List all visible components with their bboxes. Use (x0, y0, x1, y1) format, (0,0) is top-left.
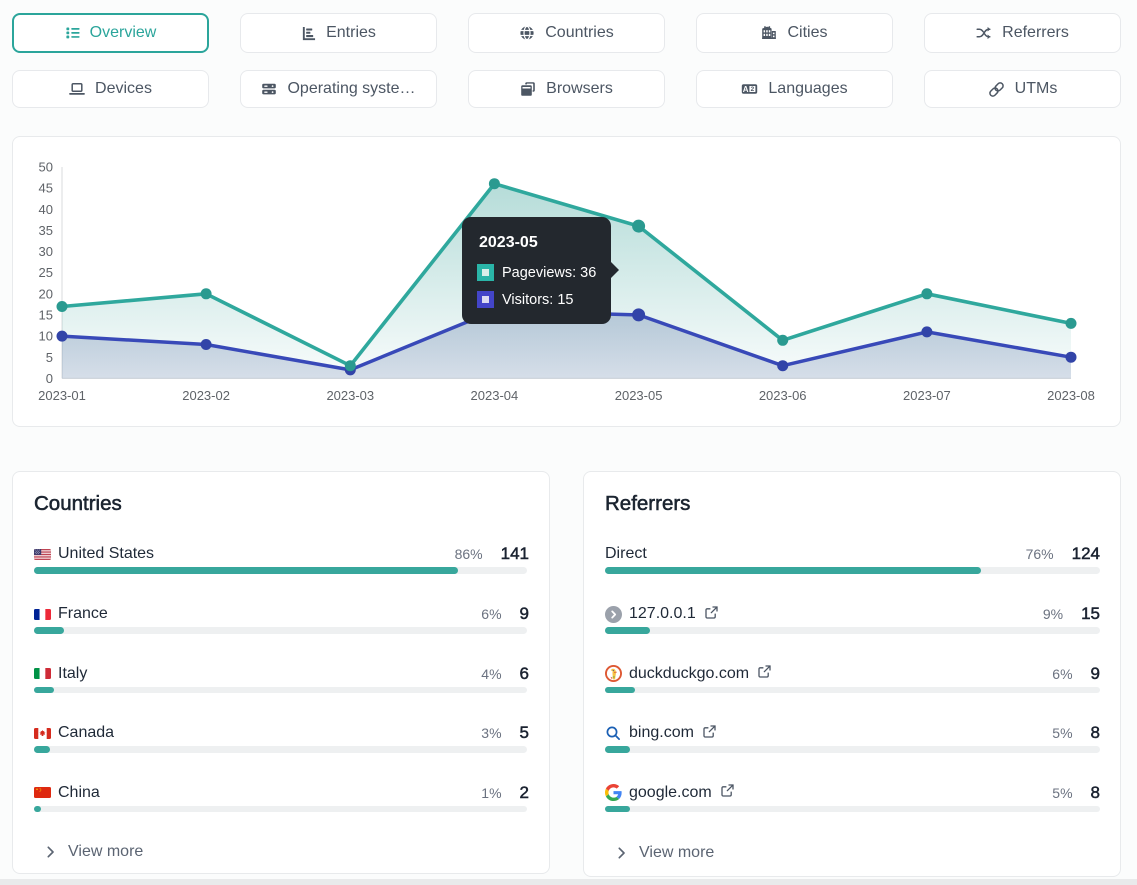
svg-text:2023-02: 2023-02 (182, 388, 230, 403)
svg-text:50: 50 (39, 160, 53, 175)
svg-text:2023-07: 2023-07 (903, 388, 951, 403)
svg-text:0: 0 (46, 371, 53, 386)
svg-text:2023-08: 2023-08 (1047, 388, 1095, 403)
svg-text:30: 30 (39, 244, 53, 259)
svg-text:2023-01: 2023-01 (38, 388, 86, 403)
svg-text:25: 25 (39, 265, 53, 280)
svg-text:5: 5 (46, 350, 53, 365)
svg-text:10: 10 (39, 329, 53, 344)
svg-text:2023-06: 2023-06 (759, 388, 807, 403)
svg-text:35: 35 (39, 223, 53, 238)
svg-text:A: A (743, 85, 749, 94)
svg-text:45: 45 (39, 181, 53, 196)
svg-text:15: 15 (39, 308, 53, 323)
svg-text:20: 20 (39, 286, 53, 301)
svg-text:2023-04: 2023-04 (471, 388, 519, 403)
svg-text:2023-05: 2023-05 (615, 388, 663, 403)
svg-text:2: 2 (751, 86, 755, 93)
svg-text:40: 40 (39, 202, 53, 217)
svg-text:2023-03: 2023-03 (326, 388, 374, 403)
